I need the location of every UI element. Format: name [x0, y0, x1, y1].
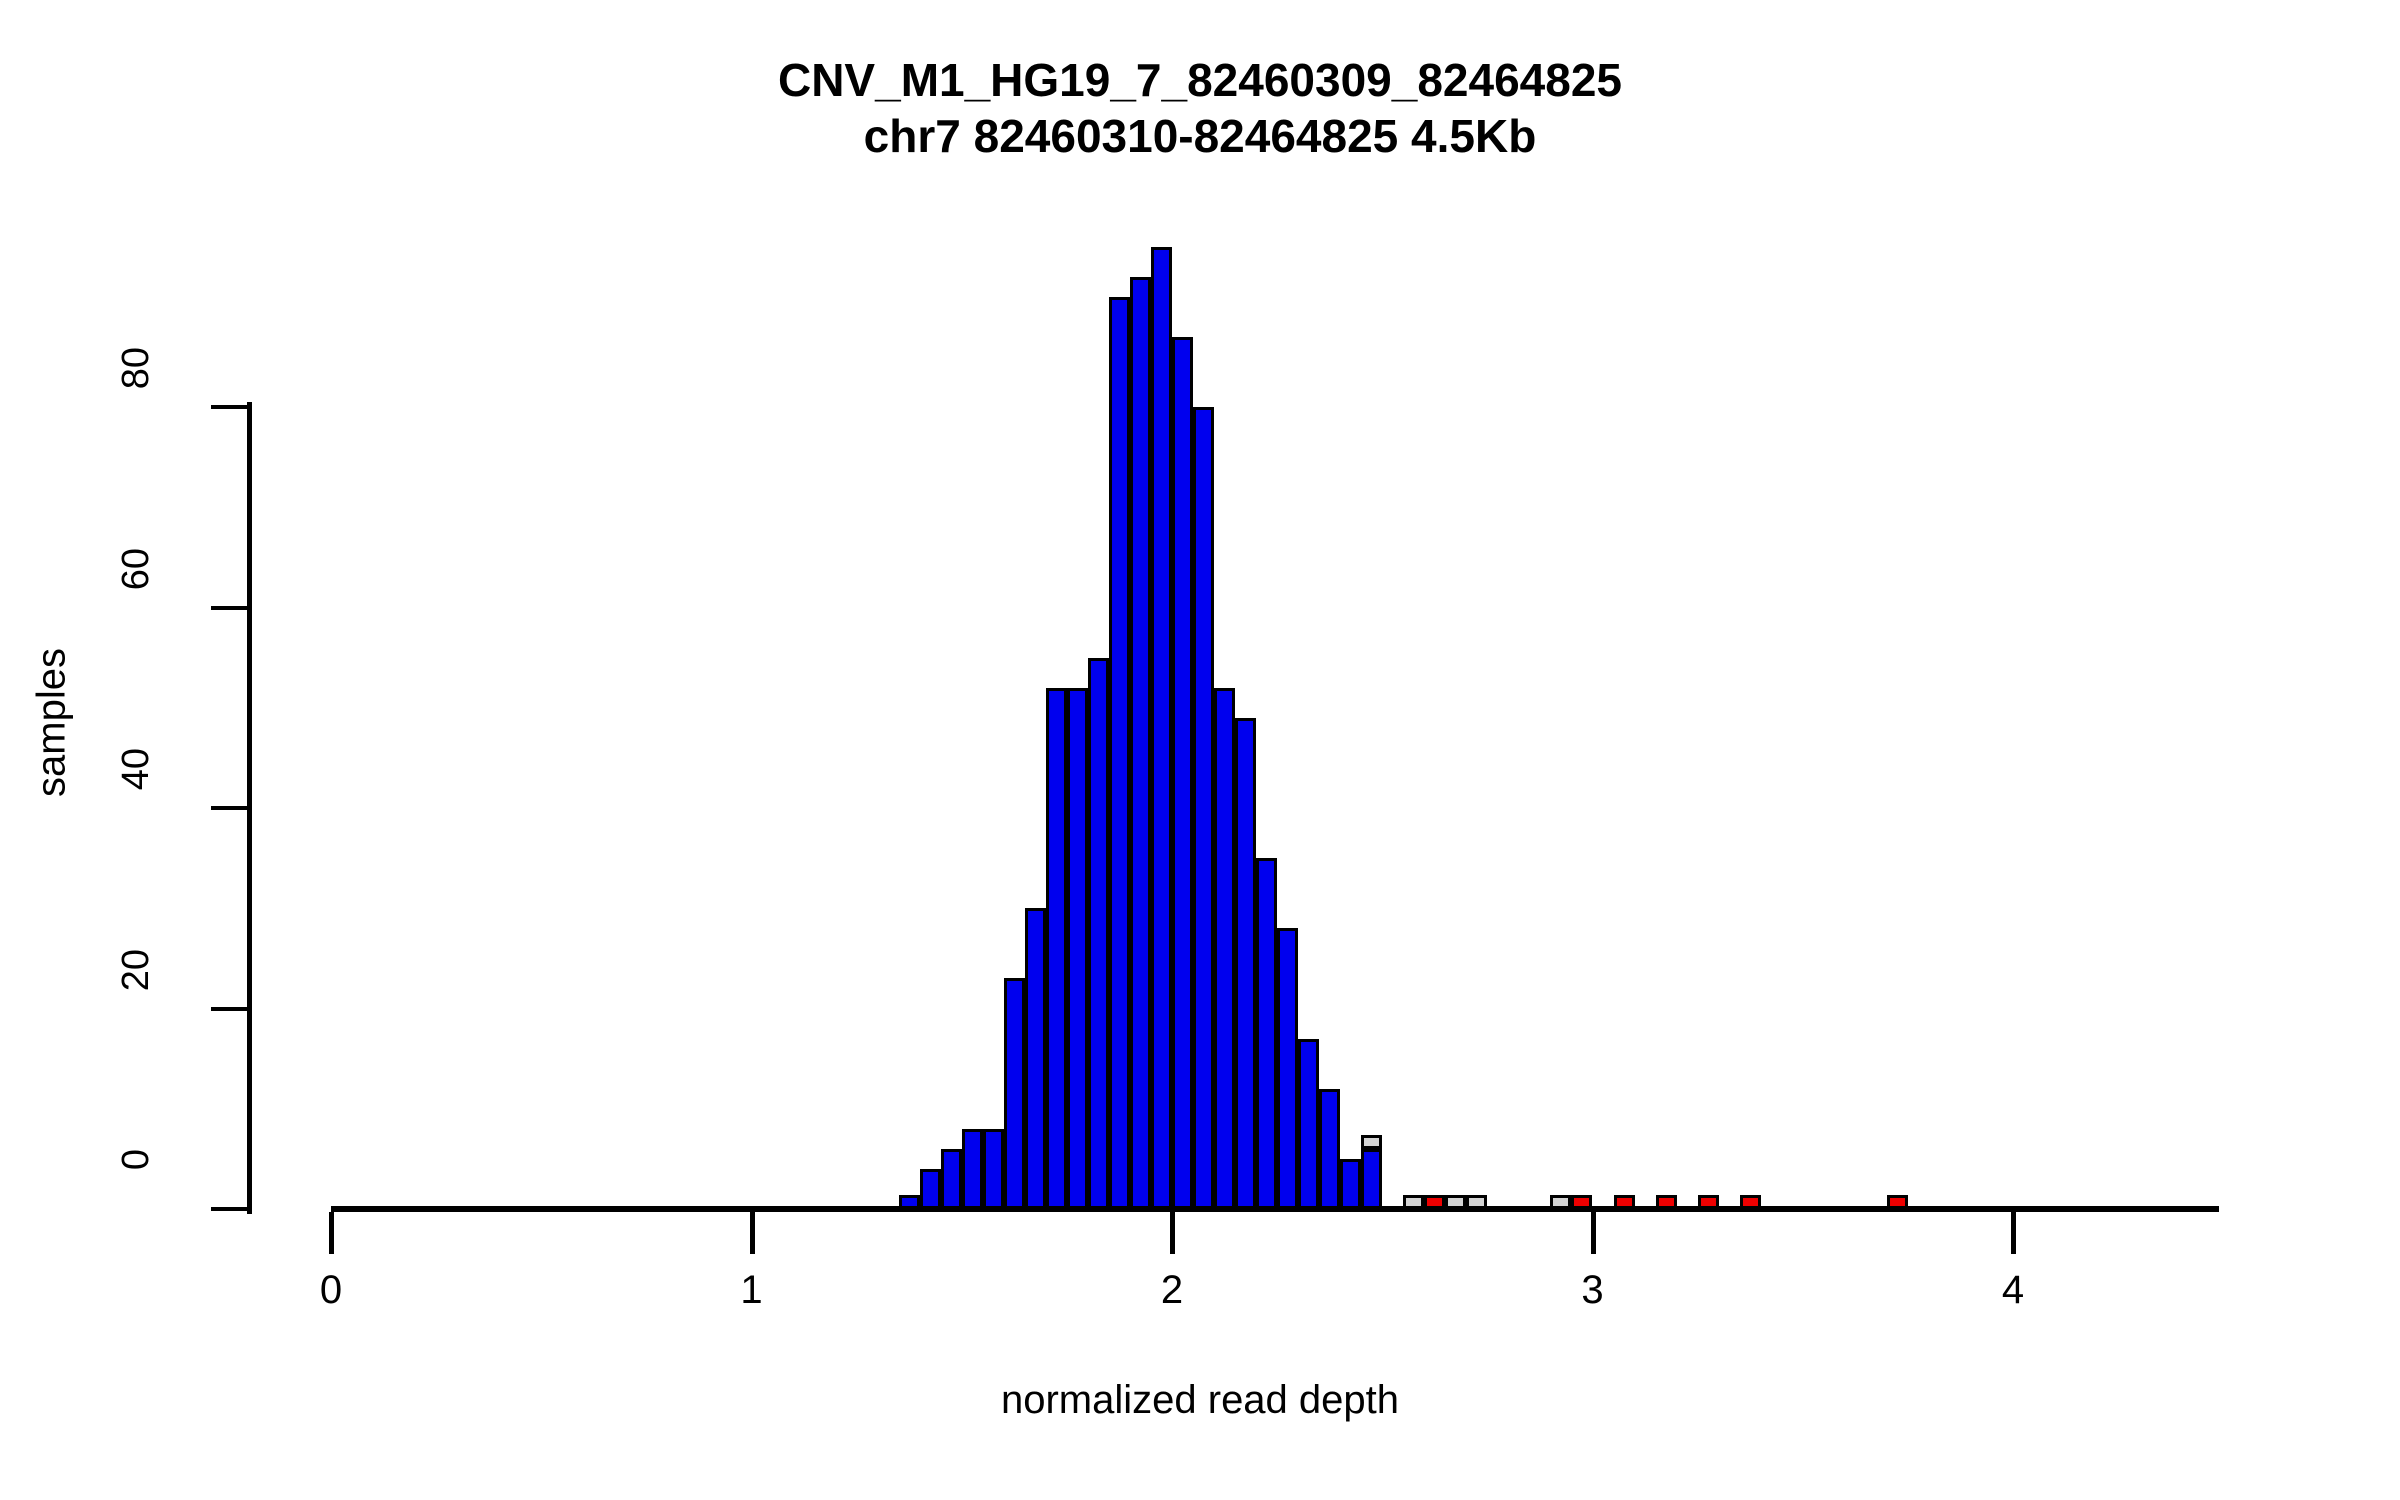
histogram-bar: [1066, 687, 1088, 1209]
histogram-bar: [1150, 246, 1172, 1209]
x-tick-label-4: 4: [2001, 1268, 2025, 1312]
x-tick-1: [749, 1212, 755, 1254]
histogram-bar: [898, 1195, 920, 1209]
y-tick-40: [211, 806, 247, 810]
x-axis-line: [331, 1206, 2219, 1212]
x-axis-label: normalized read depth: [1000, 1378, 1400, 1422]
histogram-bar: [1697, 1195, 1719, 1209]
histogram-bar: [1108, 296, 1130, 1209]
histogram-bar: [1739, 1195, 1761, 1209]
y-tick-60: [211, 605, 247, 610]
histogram-bar: [1340, 1158, 1362, 1209]
y-tick-20: [211, 1006, 247, 1011]
histogram-bar: [919, 1168, 941, 1209]
histogram-bar: [1361, 1134, 1383, 1149]
y-tick-label-0: 0: [115, 1149, 157, 1171]
x-tick-label-3: 3: [1581, 1268, 1604, 1312]
histogram-bar: [1298, 1038, 1320, 1209]
x-tick-0: [329, 1212, 334, 1254]
histogram-bar: [1024, 908, 1046, 1209]
histogram-bar: [1235, 717, 1257, 1209]
x-tick-label-1: 1: [740, 1268, 763, 1312]
chart-title: CNV_M1_HG19_7_82460309_82464825: [777, 54, 1622, 106]
histogram-bar: [1193, 407, 1215, 1209]
x-tick-label-2: 2: [1160, 1268, 1184, 1312]
histogram-bar: [1571, 1195, 1593, 1209]
y-tick-80: [211, 405, 247, 409]
y-tick-label-80: 80: [115, 347, 157, 390]
y-tick-label-20: 20: [115, 948, 157, 991]
histogram-bar: [982, 1128, 1004, 1209]
histogram-bar: [1129, 276, 1151, 1209]
histogram-bar: [1424, 1195, 1446, 1209]
histogram-bar: [1003, 978, 1025, 1209]
histogram-bar: [1045, 687, 1067, 1209]
histogram-bar: [1256, 858, 1278, 1209]
chart-subtitle: chr7 82460310-82464825 4.5Kb: [863, 110, 1537, 162]
histogram-bar: [1361, 1148, 1383, 1209]
histogram-bar: [1319, 1088, 1341, 1209]
histogram-bar: [1655, 1195, 1677, 1209]
y-tick-label-60: 60: [115, 547, 157, 590]
histogram-bar: [1403, 1195, 1425, 1209]
x-tick-4: [2011, 1212, 2016, 1254]
y-tick-label-40: 40: [115, 748, 157, 791]
histogram-bar: [1466, 1195, 1488, 1209]
histogram-bar: [1613, 1195, 1635, 1209]
chart-title-block: CNV_M1_HG19_7_82460309_82464825 chr7 824…: [0, 52, 2400, 164]
x-tick-2: [1170, 1212, 1175, 1254]
histogram-bar: [1172, 336, 1194, 1209]
x-tick-3: [1590, 1212, 1596, 1254]
histogram-bar: [1445, 1195, 1467, 1209]
histogram-bar: [1087, 657, 1109, 1209]
histogram-bar: [1277, 928, 1299, 1209]
histogram-bar: [940, 1148, 962, 1209]
histogram-bar: [961, 1128, 983, 1209]
y-tick-0: [211, 1207, 247, 1211]
histogram-bar: [1214, 687, 1236, 1209]
histogram-bar: [1550, 1195, 1572, 1209]
x-tick-label-0: 0: [319, 1268, 343, 1312]
y-axis-line: [247, 402, 252, 1214]
histogram-bar: [1886, 1195, 1908, 1209]
